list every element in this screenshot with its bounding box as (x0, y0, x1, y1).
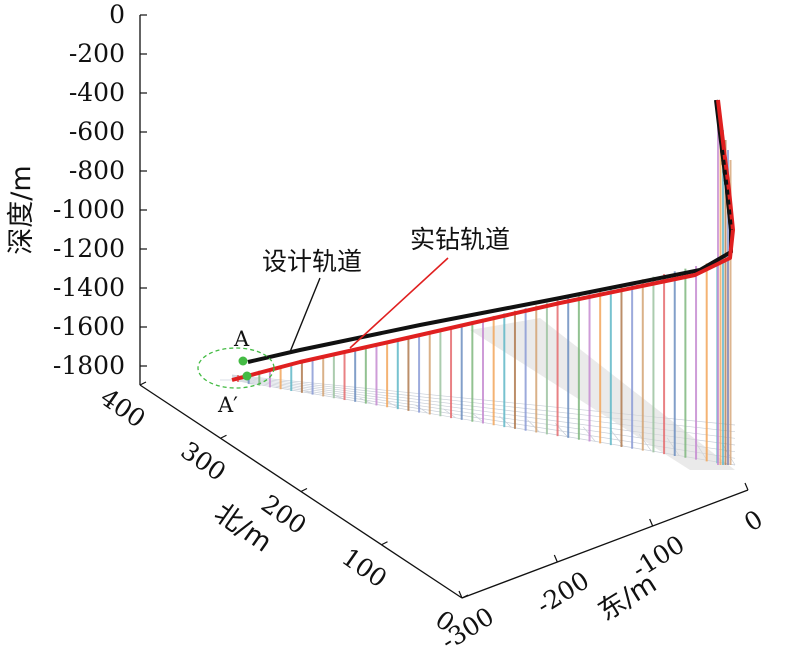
z-tick-label: -1600 (53, 312, 125, 341)
north-tick-label: 300 (176, 436, 232, 487)
east-tick-label: 0 (739, 504, 768, 537)
design-leader-line (289, 277, 321, 353)
east-tick (553, 554, 558, 563)
point-a-marker (238, 356, 248, 366)
axes: 0 -200 -400 -600 -800 -1000 -1200 -1400 -1600 -18… (53, 0, 768, 647)
point-a-prime-label: A′ (217, 393, 238, 417)
north-tick (220, 434, 227, 439)
z-tick-label: -1200 (53, 234, 125, 263)
north-tick (300, 487, 308, 493)
z-tick-label: -400 (69, 78, 125, 107)
z-axis-title: 深度/m (6, 165, 37, 254)
design-trajectory-label: 设计轨道 (262, 247, 362, 276)
north-tick (139, 381, 147, 386)
actual-trajectory-label: 实钻轨道 (410, 225, 510, 254)
endpoint-highlight-ellipse (197, 347, 275, 389)
east-axis-line (461, 489, 749, 599)
z-tick-label: -800 (69, 156, 125, 185)
z-tick-label: -200 (69, 39, 125, 68)
annotations (197, 257, 449, 389)
z-tick-label: -600 (69, 117, 125, 146)
north-tick (381, 541, 388, 546)
z-tick-label: -1800 (53, 351, 125, 380)
trajectory-series (231, 99, 735, 382)
vertical-segment-dash (720, 149, 733, 231)
east-tick (458, 590, 463, 599)
point-a-prime-marker (242, 371, 252, 381)
vertical-projection-curtain (237, 110, 732, 465)
z-tick-label: 0 (109, 0, 125, 29)
north-tick-label: 400 (95, 382, 151, 433)
z-tick-label: -1000 (53, 195, 125, 224)
east-tick (744, 482, 749, 491)
actual-leader-line (349, 257, 449, 349)
east-tick (649, 518, 654, 527)
north-tick-label: 100 (337, 542, 393, 593)
east-tick-label: -200 (531, 566, 594, 620)
floor-grid (220, 318, 736, 470)
z-tick-label: -1400 (53, 273, 125, 302)
point-a-label: A (233, 327, 250, 351)
